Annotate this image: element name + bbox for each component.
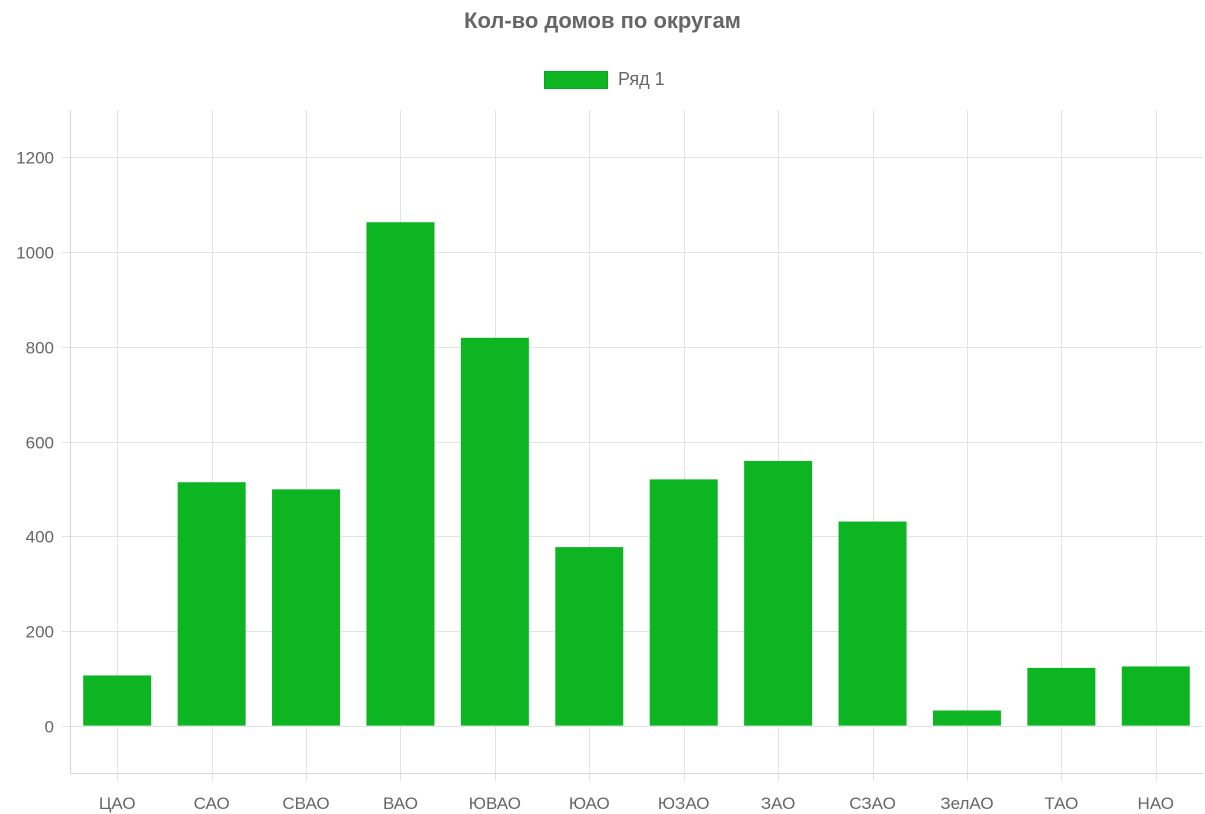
bar-ЮВАО (460, 337, 529, 726)
y-tick-label: 800 (26, 339, 54, 358)
chart-title: Кол-во домов по округам (464, 8, 741, 33)
y-tick-label: 200 (26, 623, 54, 642)
bar-ЗелАО (932, 710, 1001, 726)
x-tick-label: САО (194, 794, 230, 813)
bar-ЗАО (744, 460, 813, 726)
legend[interactable]: Ряд 1 (544, 69, 665, 90)
x-tick-label: ЗАО (761, 794, 795, 813)
bar-ТАО (1027, 667, 1096, 726)
y-tick-label: 600 (26, 434, 54, 453)
x-tick-label: ВАО (383, 794, 418, 813)
y-tick-label: 400 (26, 528, 54, 547)
bar-СЗАО (838, 521, 907, 726)
y-tick-label: 1200 (16, 149, 54, 168)
bar-ЮЗАО (649, 479, 718, 726)
bar-ЦАО (83, 675, 152, 726)
y-tick-label: 1000 (16, 244, 54, 263)
bar-СВАО (272, 489, 341, 726)
x-tick-label: ЗелАО (940, 794, 993, 813)
x-tick-label: НАО (1138, 794, 1174, 813)
legend-label: Ряд 1 (618, 69, 665, 89)
x-tick-label: ЮВАО (469, 794, 521, 813)
legend-swatch (544, 70, 608, 89)
x-tick-label: ЦАО (99, 794, 136, 813)
y-tick-label: 0 (45, 718, 54, 737)
bar-САО (177, 482, 246, 726)
x-tick-label: ЮАО (569, 794, 610, 813)
x-tick-label: ЮЗАО (658, 794, 710, 813)
bar-ЮАО (555, 547, 624, 726)
x-tick-label: СЗАО (849, 794, 896, 813)
x-tick-label: СВАО (282, 794, 329, 813)
x-tick-label: ТАО (1044, 794, 1078, 813)
bar-ВАО (366, 222, 435, 726)
bar-НАО (1121, 666, 1190, 726)
